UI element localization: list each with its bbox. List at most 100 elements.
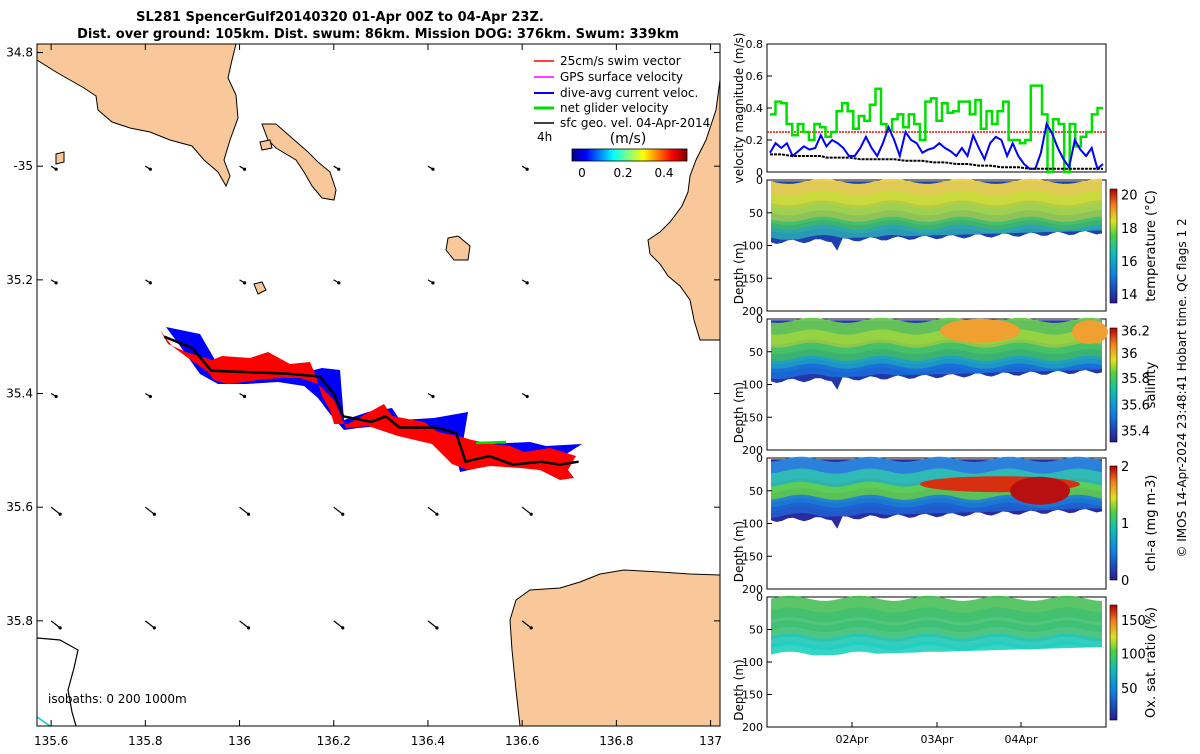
section-colorbar xyxy=(1109,604,1118,721)
map-xtick-label: 136.2 xyxy=(317,734,351,748)
copyright-text: © IMOS 14-Apr-2024 23:48:41 Hobart time.… xyxy=(1175,218,1189,557)
section-cbar-tick: 14 xyxy=(1121,288,1138,303)
geo-arrow-head xyxy=(337,281,341,285)
colorbar-tick-0: 0 xyxy=(578,166,586,180)
geo-arrow-head xyxy=(435,512,439,516)
geo-arrow-head xyxy=(431,167,435,171)
land-east-coast xyxy=(647,44,720,341)
map-ytick-label: 35.8 xyxy=(6,614,33,628)
section-band xyxy=(771,502,1102,518)
geo-arrow xyxy=(239,506,249,515)
section-ytick-label: 200 xyxy=(742,444,763,457)
geo-arrow-head xyxy=(529,512,533,516)
colorbar-title: (m/s) xyxy=(610,131,647,147)
map-ytick-label: 35.6 xyxy=(6,500,33,514)
geo-arrow xyxy=(521,620,532,629)
section-cbar-tick: 50 xyxy=(1121,682,1138,697)
colorbar-tick-2: 0.4 xyxy=(654,166,673,180)
geo-arrow xyxy=(144,506,155,515)
section-cbar-tick: 35.6 xyxy=(1121,398,1150,413)
section-xtick-label: 02Apr xyxy=(835,733,869,746)
section-cbar-tick: 2 xyxy=(1121,460,1129,475)
title-line-2: Dist. over ground: 105km. Dist. swum: 86… xyxy=(77,27,679,42)
geo-arrow-head xyxy=(525,167,529,171)
isobath-line xyxy=(37,637,79,726)
geo-arrow-head xyxy=(58,626,62,630)
section-colorbar xyxy=(1109,327,1118,443)
section-cbar-tick: 0 xyxy=(1121,574,1129,589)
section-xtick-label: 03Apr xyxy=(920,733,954,746)
velocity-ticks: 0 0.2 0.4 0.6 0.8 xyxy=(746,38,772,179)
geo-arrow-head xyxy=(431,394,435,399)
section-cbar-tick: 35.8 xyxy=(1121,372,1150,387)
geo-arrow xyxy=(427,506,438,515)
geo-arrow-head xyxy=(148,394,152,399)
section-ytick-label: 200 xyxy=(742,583,763,596)
map-ticks: 135.6 135.8 136 136.2 136.4 136.6 136.8 137 34.8… xyxy=(6,44,722,748)
geo-arrow-head xyxy=(525,281,529,285)
section-cbar-tick: 18 xyxy=(1121,222,1138,237)
section-cbar-tick: 36.2 xyxy=(1121,324,1150,339)
section-ytick-label: 150 xyxy=(742,689,763,702)
legend-item-swim: 25cm/s swim vector xyxy=(560,54,681,68)
land-masses xyxy=(37,44,720,726)
section-cbar-tick: 16 xyxy=(1121,255,1138,270)
section-cbar-tick: 1 xyxy=(1121,517,1129,532)
net-velocity-series xyxy=(770,84,1103,174)
geo-arrow-head xyxy=(242,167,247,171)
geo-arrow xyxy=(144,620,155,629)
land-yorke-peninsula xyxy=(37,44,239,188)
geo-arrow-head xyxy=(58,512,62,516)
section-ytick-label: 200 xyxy=(742,721,763,734)
geo-arrow-head xyxy=(246,626,251,630)
section-xtick-label: 04Apr xyxy=(1004,733,1038,746)
vel-ytick-label: 0.8 xyxy=(746,38,764,51)
geo-arrow-head xyxy=(54,167,58,171)
geo-arrow-head xyxy=(341,626,345,630)
geo-arrow-head xyxy=(152,512,156,516)
section-ylabel: Depth (m) xyxy=(732,382,746,443)
section-ytick-label: 150 xyxy=(742,411,763,424)
geo-arrow-head xyxy=(337,167,341,171)
map-legend: 25cm/s swim vector GPS surface velocity … xyxy=(534,54,710,180)
geo-arrow-head xyxy=(341,512,345,516)
geo-velocity-arrows xyxy=(50,165,533,630)
section-band xyxy=(771,363,1102,380)
salinity-patch xyxy=(940,318,1020,343)
geo-arrow-head xyxy=(525,394,529,399)
section-ytick-label: 150 xyxy=(742,550,763,563)
geo-velocity-series xyxy=(770,153,1103,170)
legend-item-net: net glider velocity xyxy=(560,101,668,115)
geo-arrow-head xyxy=(152,626,156,630)
net-velocity-vector xyxy=(475,440,507,445)
section-ytick-label: 0 xyxy=(756,452,763,465)
section-ylabel: Depth (m) xyxy=(732,659,746,720)
map-xtick-label: 137 xyxy=(699,734,722,748)
section-cbar-label: temperature (°C) xyxy=(1144,190,1159,302)
glider-track-group xyxy=(160,327,582,480)
geo-arrow-head xyxy=(242,394,247,399)
section-ytick-label: 50 xyxy=(749,207,763,220)
section-band xyxy=(771,224,1102,240)
vel-ytick-label: 0.6 xyxy=(746,70,764,83)
title-line-1: SL281 SpencerGulf20140320 01-Apr 00Z to … xyxy=(136,10,544,25)
geo-arrow-head xyxy=(54,281,58,285)
map-ytick-label: -35 xyxy=(13,159,33,173)
geo-arrow xyxy=(333,620,344,629)
map-ytick-label: 35.4 xyxy=(6,387,33,401)
section-ytick-label: 100 xyxy=(742,518,763,531)
map-xtick-label: 136 xyxy=(228,734,251,748)
section-ytick-label: 200 xyxy=(742,305,763,318)
vel-ytick-label: 0.4 xyxy=(746,102,764,115)
legend-item-geo: sfc geo. vel. 04-Apr-2014 xyxy=(560,116,710,130)
geo-arrow-head xyxy=(246,512,251,516)
geo-arrow-head xyxy=(431,281,435,285)
section-ytick-label: 50 xyxy=(749,346,763,359)
land-islet-2 xyxy=(253,281,267,295)
legend-item-gps: GPS surface velocity xyxy=(560,70,683,84)
